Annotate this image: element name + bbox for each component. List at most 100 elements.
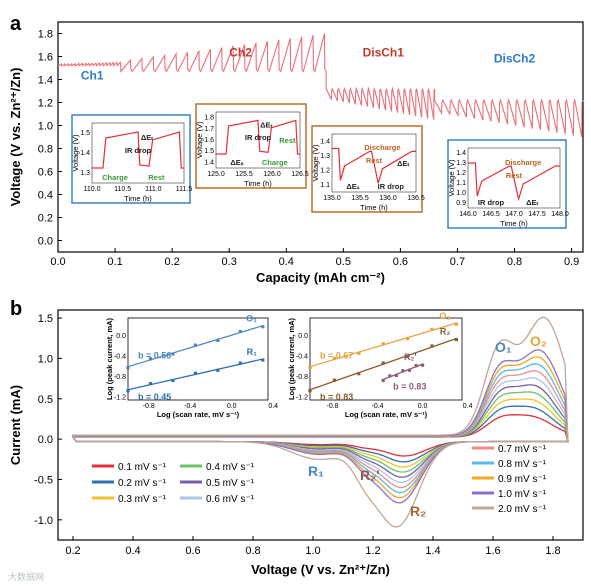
inset-y-tick: -1.2 [296, 394, 308, 401]
x-tick-label-a: 0.1 [107, 256, 122, 268]
fit-point [401, 369, 405, 373]
inset-y-tick: 1.3 [80, 170, 90, 177]
inset-y-tick: 1.3 [320, 153, 330, 160]
fit-point [148, 357, 153, 361]
panel-label-a: a [10, 13, 22, 35]
y-tick-label-a: 1.4 [38, 75, 53, 87]
inset-text: IR drop [245, 133, 272, 142]
fit-point [414, 364, 418, 368]
inset-x-tick: 146.5 [482, 211, 500, 218]
x-tick-label-b: 0.2 [65, 545, 80, 557]
fit-point [454, 337, 458, 342]
legend-label: 0.2 mV s⁻¹ [118, 478, 167, 489]
inset-y-tick: 1.5 [80, 130, 90, 137]
fit-point [381, 342, 385, 346]
y-tick-label-b: 0.5 [38, 394, 53, 406]
fit-b-value: b = 0.67 [320, 351, 353, 361]
legend-label: 0.8 mV s⁻¹ [498, 459, 547, 470]
inset-text: IR drop [378, 182, 405, 191]
y-tick-label-a: 0.4 [38, 190, 53, 202]
fit-point [388, 374, 392, 378]
x-tick-label-a: 0.6 [393, 256, 408, 268]
fit-point [332, 356, 336, 361]
inset-x-tick: -0.8 [143, 403, 155, 410]
peak-label: O₂ [530, 333, 547, 349]
inset-x-tick: -0.4 [184, 403, 196, 410]
inset-frame [195, 103, 307, 189]
inset-y-tick: -0.4 [114, 353, 126, 360]
fit-label: O₂ [439, 311, 450, 321]
inset-x-tick: -0.4 [372, 403, 384, 410]
fit-point [171, 352, 175, 356]
inset-axes [215, 111, 301, 169]
x-tick-label-a: 0.9 [564, 256, 579, 268]
fit-point [405, 355, 410, 359]
annotation-DisCh2: DisCh2 [494, 51, 536, 65]
inset-y-label: Log (peak current, mA) [287, 317, 296, 400]
inset-a-Ch2: 125.0 125.5 126.0 126.5 1.4 1.5 1.6 1.7 1.8 Time … [195, 103, 309, 189]
y-tick-label-a: 1.0 [38, 121, 53, 133]
y-tick-label-a: 0.6 [38, 167, 53, 179]
x-tick-label-b: 1.6 [485, 545, 500, 557]
inset-x-tick: 111.0 [145, 186, 162, 193]
inset-x-tick: 110.5 [114, 186, 131, 193]
x-axis-label-a: Capacity (mAh cm⁻²) [256, 270, 385, 285]
y-tick-label-b: 0.0 [38, 434, 53, 446]
x-tick-label-b: 0.4 [125, 545, 140, 557]
inset-x-tick: 148.0 [551, 211, 569, 218]
legend-label: 0.9 mV s⁻¹ [498, 474, 547, 485]
peak-label: R₂' [360, 467, 380, 483]
inset-y-tick: 0.0 [298, 333, 308, 340]
fit-b-value: b = 0.83 [320, 392, 353, 402]
inset-text: ΔEₛ [346, 182, 359, 191]
inset-x-label: Time (h) [244, 179, 272, 188]
inset-y-tick: 1.2 [320, 167, 330, 174]
fit-label: R₂ [440, 327, 451, 337]
inset-y-tick: 1.4 [320, 138, 330, 145]
fit-point [261, 325, 265, 329]
fit-point [171, 378, 175, 383]
inset-y-tick: 1.2 [456, 170, 466, 177]
fit-point [332, 378, 336, 382]
legend-label: 1.0 mV s⁻¹ [498, 489, 547, 500]
inset-text: Rest [279, 136, 296, 145]
inset-x-tick: 135.5 [351, 195, 369, 202]
y-tick-label-b: 1.0 [38, 353, 53, 365]
inset-y-tick: 1.3 [456, 160, 466, 167]
inset-text: IR drop [478, 198, 505, 207]
inset-y-tick: 1.7 [204, 126, 214, 133]
fit-point [216, 338, 220, 342]
inset-x-tick: 0.0 [418, 403, 428, 410]
fit-point [357, 351, 361, 355]
y-tick-label-a: 1.6 [38, 52, 53, 64]
fit-point [394, 373, 398, 377]
inset-a-DisCh2: 146.0 146.5 147.0 147.5 148.0 0.9 1.0 1.1 1.2 1.3… [447, 139, 569, 229]
fit-point [126, 389, 130, 393]
x-tick-label-a: 0.8 [507, 256, 522, 268]
inset-x-tick: 0.4 [268, 403, 278, 410]
peak-label: R₂ [410, 503, 426, 519]
x-tick-label-b: 0.8 [245, 545, 260, 557]
y-tick-label-a: 0.2 [38, 213, 53, 225]
inset-text: IR drop [125, 146, 152, 155]
inset-text: Charge [102, 173, 128, 182]
fit-point [193, 371, 198, 375]
y-tick-label-a: 1.8 [38, 29, 53, 41]
annotation-DisCh1: DisCh1 [363, 46, 405, 60]
x-tick-label-a: 0.4 [279, 256, 294, 268]
x-tick-label-a: 0.2 [164, 256, 179, 268]
inset-a-Ch1: 110.0 110.5 111.0 111.5 1.3 1.4 1.5 Time (h) Vol… [71, 114, 192, 204]
legend-label: 0.6 mV s⁻¹ [206, 494, 255, 505]
legend-label: 0.3 mV s⁻¹ [118, 494, 167, 505]
inset-x-label: Time (h) [500, 219, 528, 228]
fit-point [148, 382, 153, 386]
inset-y-tick: -0.8 [114, 374, 126, 381]
inset-axes [467, 147, 561, 209]
fit-point [126, 366, 130, 370]
y-tick-label-b: 1.5 [38, 313, 53, 325]
fit-point [430, 344, 434, 348]
inset-y-tick: 1.0 [456, 190, 466, 197]
fit-b-value: b = 0.45 [138, 392, 171, 402]
axes-frame-a [57, 21, 584, 253]
